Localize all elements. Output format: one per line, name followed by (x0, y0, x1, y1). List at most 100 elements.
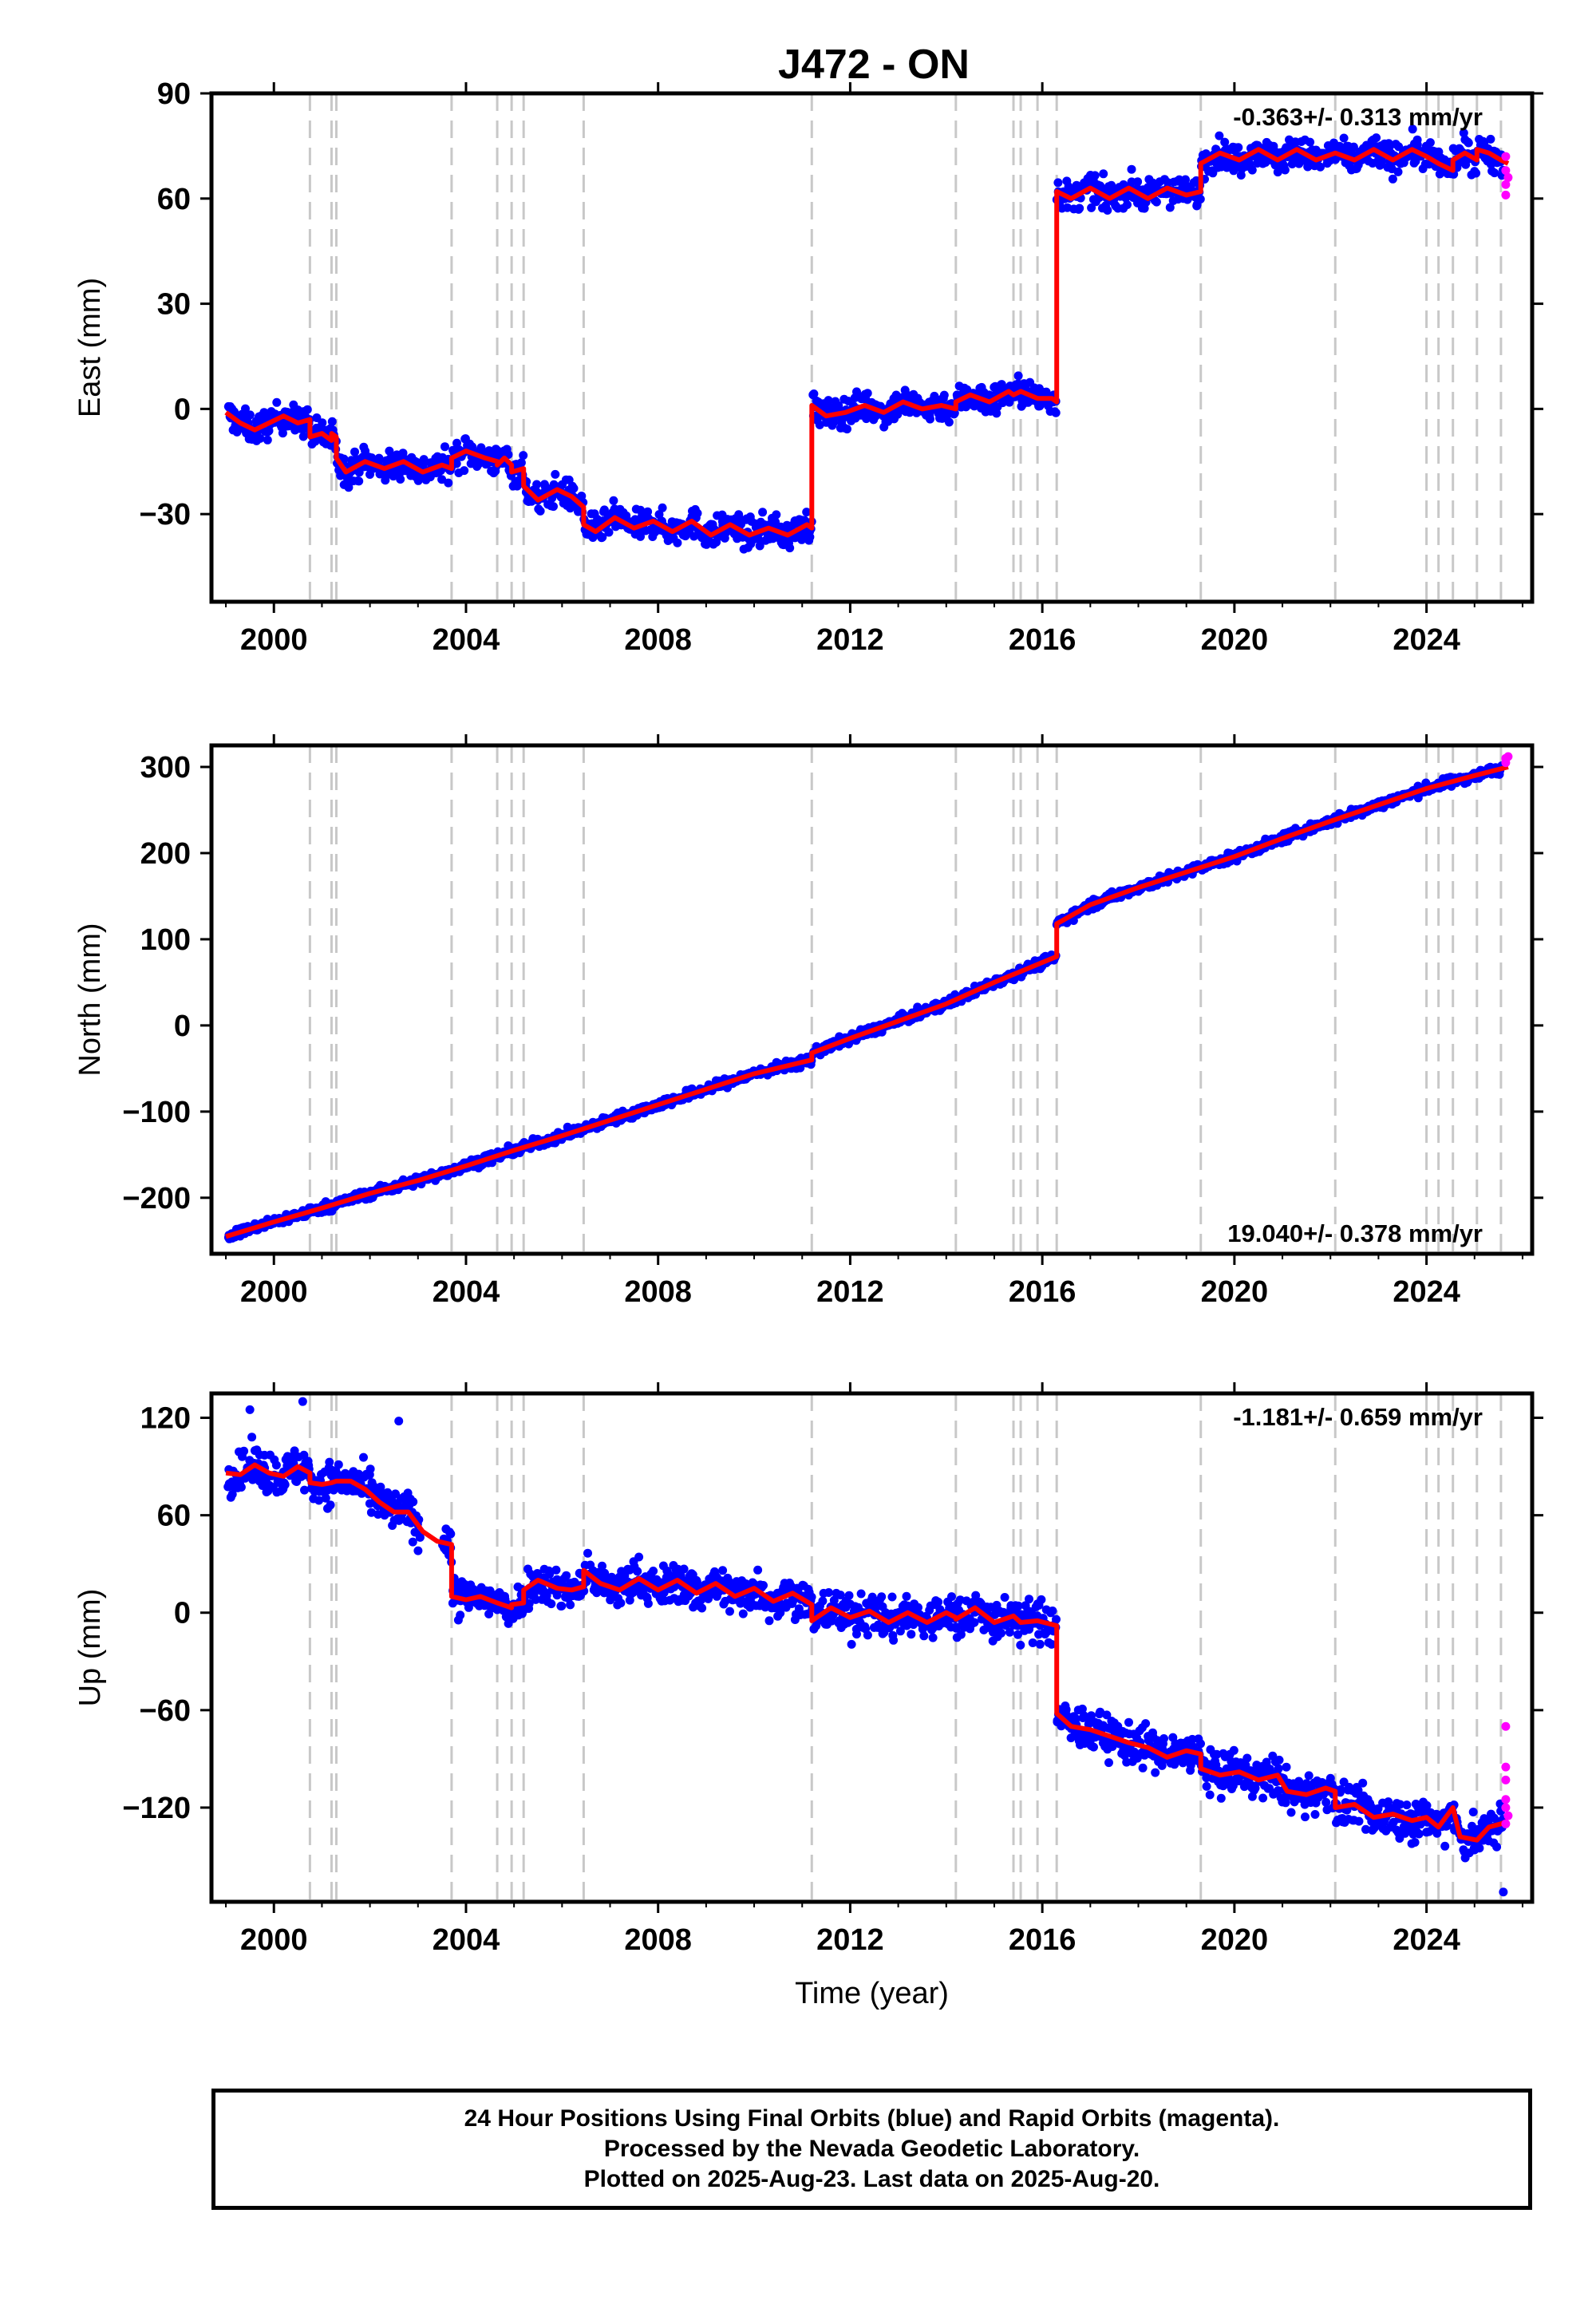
final-orbit-point (939, 390, 949, 400)
final-orbit-point (887, 1592, 897, 1602)
final-orbit-point (636, 532, 645, 541)
final-orbit-point (519, 451, 528, 460)
final-orbit-point (829, 1595, 839, 1605)
final-orbit-point (1461, 160, 1471, 169)
y-tick-label: −30 (140, 498, 191, 532)
final-orbit-point (569, 484, 579, 493)
final-orbit-point (992, 409, 1001, 418)
final-orbit-point (1372, 133, 1381, 143)
final-orbit-point (863, 389, 872, 398)
final-orbit-point (609, 496, 618, 505)
final-orbit-point (366, 1508, 376, 1517)
final-orbit-point (549, 502, 558, 512)
final-orbit-point (325, 1457, 334, 1467)
y-tick-label: −200 (122, 1182, 191, 1215)
x-tick-label: 2000 (240, 1275, 308, 1309)
x-tick-label: 2000 (240, 623, 308, 657)
panel-north: 2000 2004 2008 2012 2016 2020 2024−200−1000100… (73, 734, 1543, 1309)
x-tick-label: 2004 (433, 1275, 500, 1309)
final-orbit-point (1388, 174, 1397, 184)
model-line (224, 147, 1510, 538)
final-orbit-point (1127, 164, 1136, 174)
final-orbit-point (1099, 169, 1108, 179)
final-orbit-point (1069, 916, 1078, 925)
final-orbit-point (339, 454, 349, 464)
final-orbit-point (1025, 1595, 1033, 1604)
final-orbit-point (877, 1592, 887, 1602)
y-tick-label: 0 (174, 393, 191, 426)
final-orbit-point (844, 1591, 854, 1600)
final-orbit-point (755, 541, 764, 551)
final-orbit-point (1077, 1704, 1087, 1713)
final-orbit-point (718, 1566, 728, 1575)
final-orbit-point (1294, 159, 1304, 168)
final-orbit-point (476, 443, 486, 453)
final-orbit-point (314, 1496, 324, 1505)
final-orbit-point (566, 1600, 575, 1610)
final-orbit-point (396, 475, 405, 484)
final-orbit-point (241, 404, 250, 413)
final-orbit-point (753, 1565, 763, 1575)
final-orbit-point (759, 1581, 768, 1590)
final-orbit-point (738, 1609, 748, 1618)
final-orbit-point (889, 1635, 899, 1645)
final-orbit-point (318, 418, 327, 428)
final-orbit-point (598, 1561, 606, 1571)
final-orbit-point (852, 387, 861, 397)
final-orbit-point (239, 1446, 249, 1456)
final-orbit-point (1212, 1749, 1222, 1759)
final-orbit-point (1096, 1707, 1105, 1717)
final-orbit-point (236, 1483, 246, 1492)
rapid-orbit-points (1501, 152, 1513, 200)
final-orbit-point (516, 458, 526, 468)
final-orbit-point (298, 432, 308, 441)
final-orbit-point (919, 1631, 929, 1641)
final-orbit-point (1195, 195, 1205, 204)
final-orbit-point (689, 532, 699, 541)
panel-frame (209, 91, 1535, 604)
final-orbit-point (1196, 1739, 1205, 1749)
final-orbit-point (1215, 131, 1224, 140)
final-orbit-point (616, 1599, 626, 1608)
final-orbit-point (1459, 128, 1468, 138)
final-orbit-point (547, 1599, 556, 1609)
final-orbit-point (1047, 1639, 1057, 1649)
final-orbit-points (223, 761, 1507, 1243)
final-orbit-point (693, 508, 702, 518)
panel-east: 2000 2004 2008 2012 2016 2020 2024−300306090Ea… (73, 77, 1543, 657)
final-orbit-point (1102, 1710, 1112, 1720)
final-orbit-point (227, 1489, 237, 1499)
final-orbit-point (764, 1616, 774, 1626)
final-orbit-point (847, 1639, 856, 1649)
final-orbit-point (1048, 1607, 1057, 1615)
final-orbit-point (444, 478, 453, 488)
final-orbit-point (772, 510, 781, 520)
final-orbit-point (1013, 1601, 1023, 1611)
final-orbit-point (263, 435, 272, 445)
y-tick-label: 100 (140, 923, 191, 957)
final-orbit-point (926, 414, 934, 424)
final-orbit-point (350, 447, 359, 456)
rapid-orbit-points (1501, 752, 1513, 768)
final-orbit-point (1104, 1758, 1113, 1768)
final-orbit-point (1052, 1614, 1061, 1624)
final-orbit-point (280, 1480, 290, 1489)
velocity-label: -0.363+/- 0.313 mm/yr (1233, 103, 1483, 131)
final-orbit-point (300, 1485, 309, 1495)
final-orbit-point (557, 1601, 567, 1611)
x-tick-label: 2008 (624, 623, 692, 657)
final-orbit-point (376, 1482, 385, 1492)
y-tick-label: −100 (122, 1096, 191, 1129)
final-orbit-point (373, 1510, 383, 1519)
final-orbit-point (956, 1630, 966, 1639)
final-orbit-point (1013, 1630, 1022, 1639)
final-orbit-point (1306, 137, 1315, 147)
x-tick-label: 2024 (1393, 623, 1460, 657)
rapid-orbit-point (1501, 166, 1511, 176)
final-orbit-point (952, 1623, 961, 1633)
final-orbit-point (1138, 1763, 1148, 1773)
final-orbit-point (809, 389, 819, 398)
panel-up: 2000 2004 2008 2012 2016 2020 2024−120−6006012… (73, 1382, 1543, 2010)
final-orbit-point (1053, 178, 1063, 188)
